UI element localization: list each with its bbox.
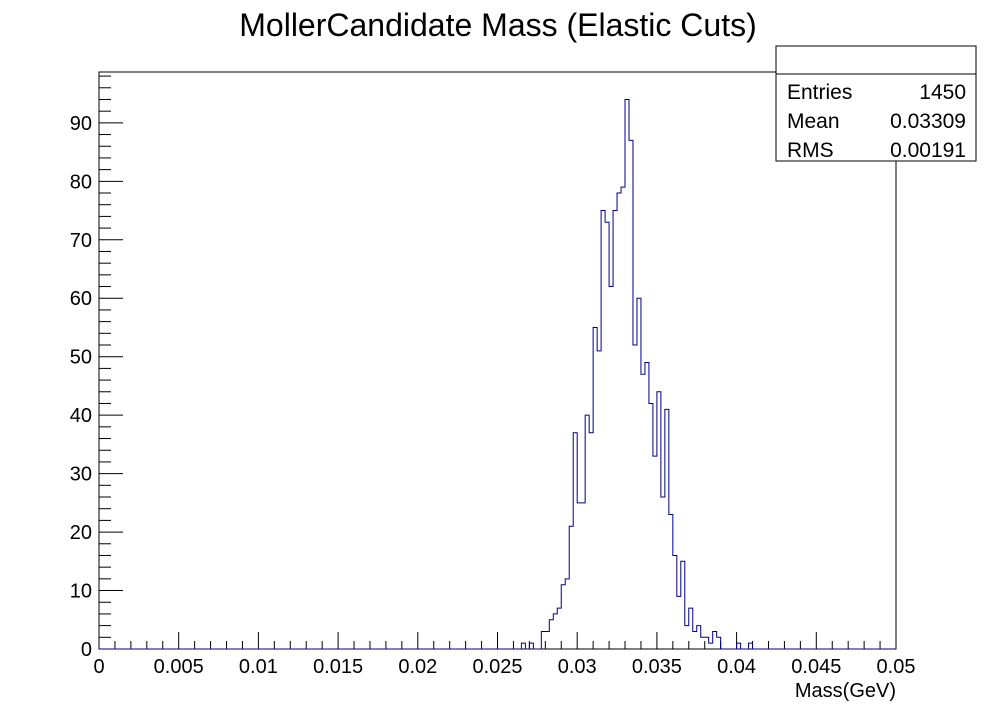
y-tick-label: 30 [70,464,92,486]
x-tick-label: 0.03 [558,656,597,678]
y-tick-label: 50 [70,347,92,369]
x-tick-label: 0.01 [239,656,278,678]
y-tick-label: 70 [70,230,92,252]
y-tick-label: 60 [70,288,92,310]
x-tick-label: 0.005 [154,656,204,678]
stats-rms-label: RMS [787,139,834,162]
stats-mean-value: 0.03309 [890,110,966,133]
y-tick-label: 0 [81,639,92,661]
y-tick-label: 90 [70,113,92,135]
chart-title: MollerCandidate Mass (Elastic Cuts) [239,7,757,43]
x-tick-label: 0.045 [791,656,841,678]
x-tick-label: 0.015 [313,656,363,678]
stats-box-frame [775,45,977,162]
y-tick-label: 10 [70,581,92,603]
y-tick-label: 40 [70,405,92,427]
stats-box: Entries 1450 Mean 0.03309 RMS 0.00191 [775,45,977,162]
stats-entries-label: Entries [787,81,852,104]
x-tick-label: 0.04 [717,656,756,678]
x-axis-labels: 0 0.005 0.01 0.015 0.02 0.025 0.03 0.035 0.04 0.0… [93,656,915,678]
y-tick-label: 20 [70,522,92,544]
x-tick-label: 0 [93,656,104,678]
y-axis-labels: 0 10 20 30 40 50 60 70 80 90 [70,113,92,661]
y-tick-label: 80 [70,171,92,193]
x-tick-label: 0.035 [632,656,682,678]
x-tick-label: 0.02 [398,656,437,678]
x-tick-label: 0.05 [877,656,916,678]
histogram-line [99,98,896,650]
stats-entries-value: 1450 [919,81,966,104]
stats-mean-label: Mean [787,110,840,133]
stats-rms-value: 0.00191 [890,139,966,162]
x-tick-label: 0.025 [472,656,522,678]
axis-ticks [98,75,897,650]
x-axis-label: Mass(GeV) [795,680,896,702]
